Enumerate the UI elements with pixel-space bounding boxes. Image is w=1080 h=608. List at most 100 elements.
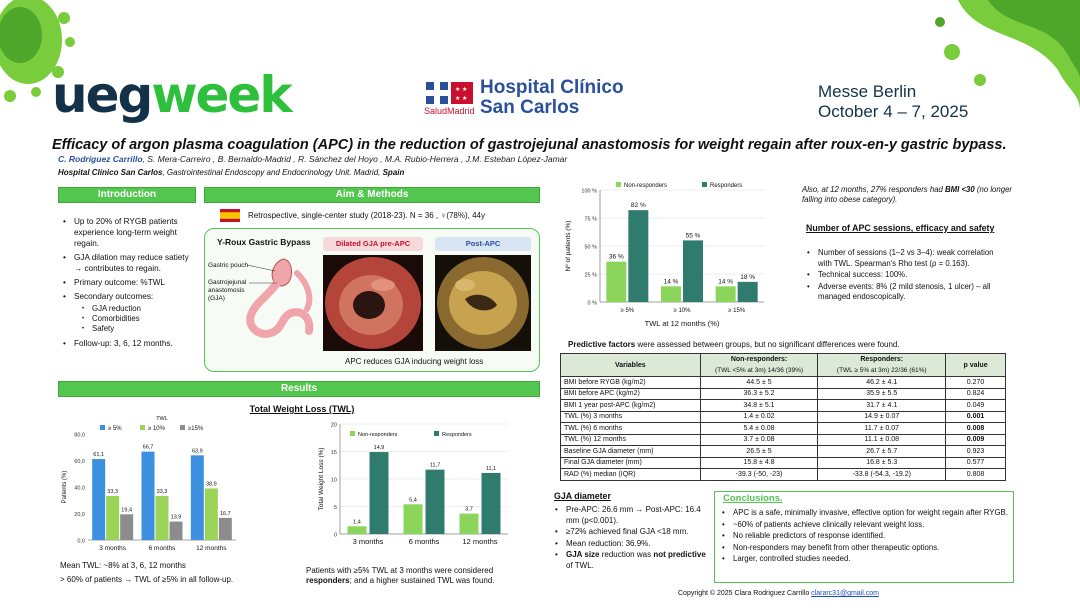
th-variables: Variables [560, 353, 701, 377]
data-label: 63,9 [192, 448, 203, 454]
bmi-note: Also, at 12 months, 27% responders had B… [802, 185, 1024, 205]
cell-pvalue: 0.577 [945, 456, 1006, 469]
pouch-label: Gastric pouch [208, 262, 249, 269]
hospital-name: Hospital Clínico San Carlos [480, 78, 624, 118]
data-label: 14,9 [374, 445, 385, 451]
cell-responders: 14.9 ± 0.07 [817, 410, 947, 423]
y-tick-label: 0,0 [77, 539, 85, 545]
intro-bullet: Secondary outcomes: GJA reduction Comorb… [60, 291, 196, 334]
table-row: RAD (%) median (IQR) -39.3 (-50, -23) -33.… [560, 468, 1006, 481]
first-author: C. Rodríguez Carrillo [58, 154, 143, 164]
intro-list: Up to 20% of RYGB patients experience lo… [60, 216, 196, 352]
gja-bullet: GJA size reduction was not predictive of… [552, 550, 712, 571]
cell-variable: BMI before APC (kg/m2) [560, 387, 701, 400]
predictive-bold: Predictive factors [568, 340, 636, 349]
legend-label: Responders [710, 183, 742, 189]
gja-last-bold1: GJA size [566, 550, 600, 559]
data-label: 36 % [609, 254, 624, 261]
data-label: 18 % [740, 274, 755, 281]
y-axis-label: Patients (%) [62, 471, 68, 504]
responders-note-part1: Patients with ≥5% TWL at 3 months were c… [306, 566, 494, 575]
bar [403, 504, 423, 534]
cell-pvalue: 0.270 [945, 376, 1006, 389]
table-row: Baseline GJA diameter (mm) 26.5 ± 5 26.7 ±… [560, 445, 1006, 458]
sessions-heading: Number of APC sessions, efficacy and saf… [806, 223, 995, 233]
legend-swatch [180, 425, 185, 430]
gja-bullet: ≥72% achieved final GJA <18 mm. [552, 527, 712, 538]
responders-note-part2: ; and a higher sustained TWL was found. [349, 576, 495, 585]
x-tick-label: 12 months [462, 537, 497, 546]
legend-label: ≥ 5% [108, 426, 122, 432]
svg-text:★ ★: ★ ★ [455, 86, 467, 93]
table-row: BMI before APC (kg/m2) 36.3 ± 5.2 35.9 ± 5… [560, 387, 1006, 400]
legend-swatch [702, 182, 707, 187]
legend-label: Responders [442, 432, 472, 438]
bar [218, 517, 232, 540]
th-nonresponders: Non-responders: [699, 353, 819, 365]
sessions-bullet: Number of sessions (1–2 vs 3–4): weak co… [804, 248, 1002, 269]
predictive-table-body: BMI before RYGB (kg/m2) 44.5 ± 5 46.2 ± 4.… [560, 376, 1006, 481]
chart-title: TWL [156, 416, 168, 422]
x-axis-label: TWL at 12 months (%) [645, 319, 720, 328]
endoscopy-pre-image [323, 255, 423, 351]
conclusions-heading: Conclusions. [723, 493, 783, 504]
cell-variable: TWL (%) 12 months [560, 433, 701, 446]
affil-unit: , Gastrointestinal Endoscopy and Endocri… [162, 168, 383, 177]
conclusion-bullet: Larger, controlled studies needed. [719, 554, 1011, 565]
th-responders: Responders: [817, 353, 947, 365]
bar [155, 495, 169, 540]
email-link[interactable]: clararc31@gmail.com [811, 590, 879, 597]
figure-label-pre: Dilated GJA pre-APC [323, 237, 423, 251]
data-label: 66,7 [143, 445, 154, 451]
bar [190, 455, 204, 540]
gja-last-bold2: not predictive [653, 550, 706, 559]
y-tick-label: 5 [334, 505, 337, 511]
cell-responders: -33.8 (-54.3, -19.2) [817, 468, 947, 481]
cell-responders: 31.7 ± 4.1 [817, 399, 947, 412]
th-pvalue: p value [945, 353, 1006, 377]
table-row: TWL (%) 6 months 5.4 ± 0.08 11.7 ± 0.07 0.0… [560, 422, 1006, 435]
legend-label: Non-responders [624, 183, 667, 189]
y-tick-label: 75 % [584, 217, 597, 223]
cell-nonresponders: -39.3 (-50, -23) [699, 468, 819, 481]
bar [661, 286, 681, 302]
figure-label-post: Post-APC [435, 237, 531, 251]
results-heading: Results [58, 381, 540, 397]
cell-pvalue: 0.001 [945, 410, 1006, 423]
cell-responders: 46.2 ± 4.1 [817, 376, 947, 389]
intro-sub-bullet: Safety [74, 324, 196, 334]
x-tick-label: ≥ 5% [621, 308, 635, 314]
table-row: Final GJA diameter (mm) 15.8 ± 4.8 16.8 ± … [560, 456, 1006, 469]
bar [459, 513, 479, 534]
gja-heading: GJA diameter [554, 491, 611, 501]
conclusions-list: APC is a safe, minimally invasive, effec… [719, 508, 1011, 566]
bypass-anatomy-icon [246, 258, 314, 338]
intro-bullet: Primary outcome: %TWL [60, 277, 196, 288]
twl-title-text: Total Weight Loss (TWL) [249, 404, 355, 414]
table-row: TWL (%) 3 months 1.4 ± 0.02 14.9 ± 0.07 0.0… [560, 410, 1006, 423]
predictive-rest: were assessed between groups, but no sig… [635, 340, 900, 349]
data-label: 11,7 [430, 463, 440, 469]
x-tick-label: ≥ 15% [728, 308, 746, 314]
y-tick-label: 10 [331, 478, 337, 484]
figure-label-bypass: Y-Roux Gastric Bypass [217, 237, 311, 247]
data-label: 16,7 [220, 511, 231, 517]
hospital-name-line1: Hospital Clínico [480, 77, 624, 98]
chart-twl-responders: 0 5 10 15 20 3 months 1,4 14,9 6 months 5,4 11,7 12… [318, 423, 508, 546]
intro-sublist: GJA reduction Comorbidities Safety [74, 304, 196, 334]
bar [204, 488, 218, 540]
mean-twl-text: Mean TWL: ~8% at 3, 6, 12 months [60, 561, 186, 570]
data-label: 11,1 [486, 466, 496, 472]
affil-country: Spain [382, 168, 405, 177]
legend-label: ≥ 10% [148, 426, 166, 432]
table-row: BMI 1 year post-APC (kg/m2) 34.8 ± 5.1 31.… [560, 399, 1006, 412]
conclusion-bullet: ~60% of patients achieve clinically rele… [719, 520, 1011, 531]
authors-line: C. Rodríguez Carrillo, S. Mera-Carreiro … [58, 154, 567, 164]
bar [141, 451, 155, 540]
cell-responders: 11.1 ± 0.08 [817, 433, 947, 446]
data-label: 33,3 [157, 489, 168, 495]
legend-label: Non-responders [358, 432, 398, 438]
y-tick-label: 20,0 [74, 512, 85, 518]
y-tick-label: 80,0 [74, 433, 85, 439]
intro-sub-bullet: GJA reduction [74, 304, 196, 314]
